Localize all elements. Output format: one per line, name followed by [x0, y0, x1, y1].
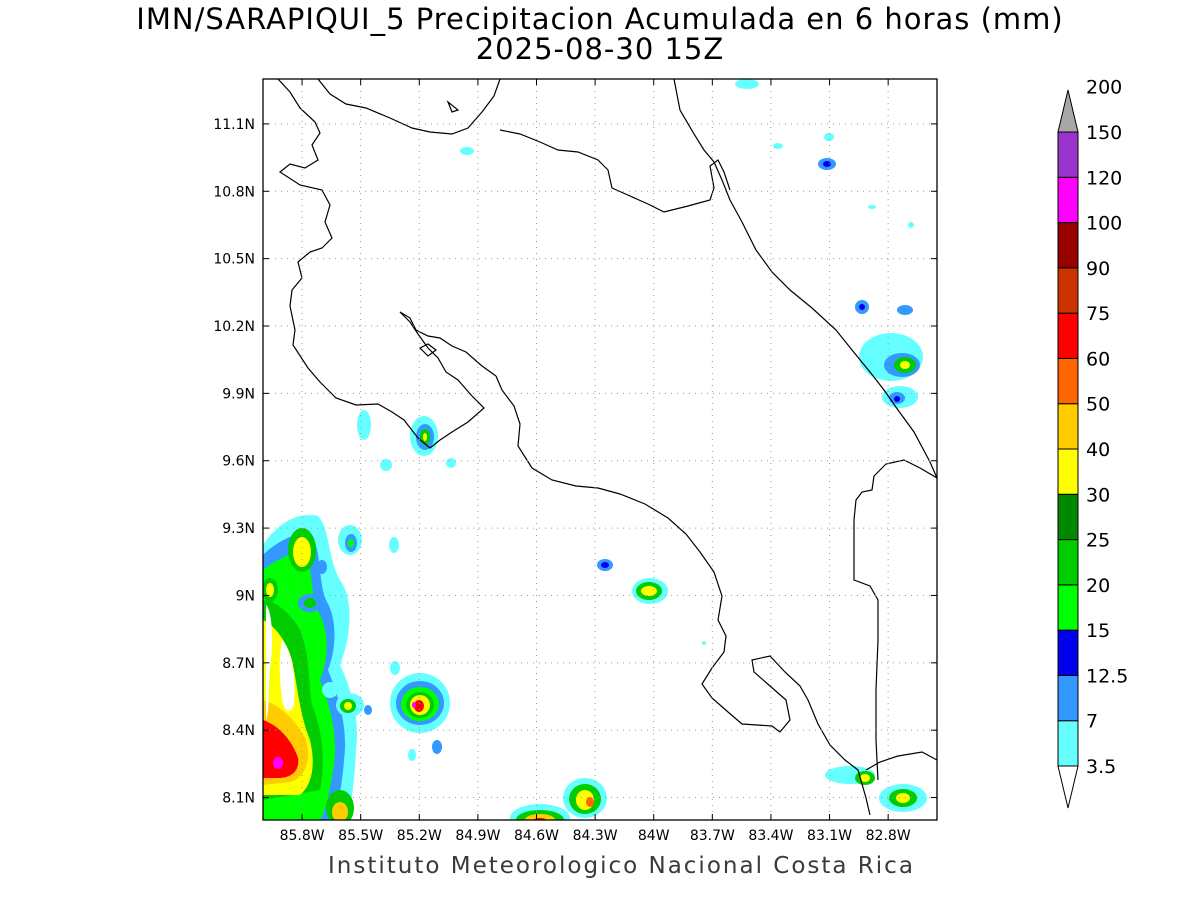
lat-tick-label: 8.4N	[222, 723, 255, 739]
colorbar-label: 100	[1086, 213, 1122, 235]
colorbar-label: 40	[1086, 439, 1110, 461]
lat-tick-label: 11.1N	[213, 117, 255, 133]
colorbar-label: 12.5	[1086, 665, 1128, 687]
colorbar-swatch	[1057, 267, 1079, 314]
lon-tick-label: 84.9W	[455, 828, 500, 844]
map-grid	[263, 79, 937, 820]
lon-tick-label: 84.3W	[573, 828, 618, 844]
colorbar-label: 120	[1086, 167, 1122, 189]
longitude-axis: 85.8W 85.5W 85.2W 84.9W 84.6W 84.3W 84W 83.7W 83…	[280, 79, 911, 844]
colorbar-swatch	[1057, 131, 1079, 178]
colorbar-label: 7	[1086, 711, 1098, 733]
colorbar-swatch	[1057, 539, 1079, 586]
map-valid-time: 2025-08-30 15Z	[475, 32, 725, 66]
colorbar-swatch	[1057, 674, 1079, 722]
lon-tick-label: 83.1W	[807, 828, 852, 844]
colorbar-label: 50	[1086, 394, 1110, 416]
lon-tick-label: 82.8W	[866, 828, 911, 844]
lat-tick-label: 9.6N	[222, 454, 255, 470]
colorbar-swatch	[1057, 629, 1079, 676]
lon-tick-label: 84W	[638, 828, 670, 844]
colorbar-swatch	[1057, 493, 1079, 541]
lon-tick-label: 85.2W	[397, 828, 442, 844]
colorbar-label: 25	[1086, 530, 1110, 552]
colorbar-label: 150	[1086, 122, 1122, 144]
colorbar-swatch	[1057, 720, 1079, 767]
precip-shading	[263, 79, 927, 820]
colorbar-swatch	[1057, 584, 1079, 631]
colorbar-swatch	[1057, 222, 1079, 269]
colorbar-swatch	[1057, 357, 1079, 405]
lon-tick-label: 85.5W	[338, 828, 383, 844]
credit-text: Instituto Meteorologico Nacional Costa R…	[328, 853, 915, 879]
colorbar-swatch	[1057, 312, 1079, 359]
colorbar-label: 30	[1086, 484, 1110, 506]
map-title: IMN/SARAPIQUI_5 Precipitacion Acumulada …	[136, 2, 1064, 36]
latitude-axis: 8.1N 8.4N 8.7N 9N 9.3N 9.6N 9.9N 10.2N 10.5N 10.8…	[213, 117, 937, 807]
lat-tick-label: 10.2N	[213, 319, 255, 335]
lat-tick-label: 9N	[236, 588, 255, 604]
lat-tick-label: 10.8N	[213, 184, 255, 200]
lat-tick-label: 9.9N	[222, 386, 255, 402]
colorbar-swatch	[1057, 448, 1079, 495]
plot-frame	[262, 78, 938, 821]
colorbar-min-arrow	[1057, 765, 1079, 809]
lon-tick-label: 83.4W	[748, 828, 793, 844]
colorbar-swatch	[1057, 403, 1079, 450]
lat-tick-label: 8.1N	[222, 791, 255, 807]
colorbar-swatch	[1057, 176, 1079, 224]
precip-colorbar: 3.5 7 12.5 15 20 25 30 40 50 60 75 90 100 120 150 200	[1057, 77, 1128, 809]
lat-tick-label: 9.3N	[222, 521, 255, 537]
colorbar-label: 15	[1086, 620, 1110, 642]
coastline-borders	[277, 79, 937, 816]
colorbar-label: 90	[1086, 258, 1110, 280]
colorbar-label: 20	[1086, 575, 1110, 597]
lon-tick-label: 84.6W	[514, 828, 559, 844]
colorbar-label: 200	[1086, 77, 1122, 99]
colorbar-label: 75	[1086, 303, 1110, 325]
lat-tick-label: 8.7N	[222, 656, 255, 672]
lon-tick-label: 85.8W	[280, 828, 325, 844]
colorbar-max-arrow	[1057, 89, 1079, 133]
colorbar-label: 60	[1086, 348, 1110, 370]
colorbar-label: 3.5	[1086, 756, 1116, 778]
lat-tick-label: 10.5N	[213, 252, 255, 268]
lon-tick-label: 83.7W	[690, 828, 735, 844]
